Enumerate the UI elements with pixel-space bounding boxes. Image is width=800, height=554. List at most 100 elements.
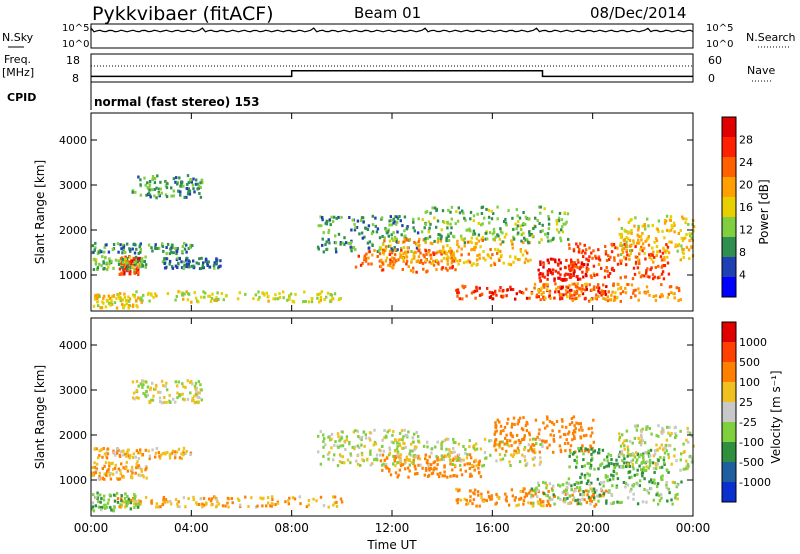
vel-cells-cell: [299, 502, 301, 505]
vel-cells-cell: [668, 491, 670, 494]
vel-cells-cell: [100, 501, 102, 504]
vel-cells-cell: [499, 453, 501, 456]
vel-cells-cell: [607, 453, 609, 456]
power-cells-cell: [452, 265, 454, 268]
power-cells-cell: [647, 290, 649, 293]
vel-cells-cell: [106, 448, 108, 451]
power-cells-cell: [505, 294, 507, 297]
vel-cells-cell: [105, 461, 107, 464]
nave-tick-60: 60: [708, 54, 722, 67]
vel-cells-cell: [95, 471, 97, 474]
vel-cells-cell: [639, 479, 641, 482]
vel-cells-cell: [120, 499, 122, 502]
vel-cells-cell: [203, 497, 205, 500]
vel-cells-cell: [504, 493, 506, 496]
vel-cells-cell: [359, 464, 361, 467]
vel-cells-cell: [592, 419, 594, 422]
power-cells-cell: [323, 250, 325, 253]
power-cells-cell: [149, 183, 151, 186]
power-cells-cell: [584, 283, 586, 286]
power-cells-cell: [638, 262, 640, 265]
power-cells-cell: [350, 249, 352, 252]
power-cells-cell: [503, 220, 505, 223]
power-cells-cell: [371, 244, 373, 247]
power-cells-cell: [211, 293, 213, 296]
power-cells-cell: [263, 294, 265, 297]
power-cells-cell: [559, 212, 561, 215]
power-cells-cell: [667, 262, 669, 265]
vel-cells-cell: [675, 434, 677, 437]
vel-cells-cell: [154, 456, 156, 459]
power-cells-cell: [244, 293, 246, 296]
power-cells-cell: [183, 242, 185, 245]
vel-cells-cell: [466, 453, 468, 456]
power-cells-cell: [520, 240, 522, 243]
vel-cells-cell: [402, 435, 404, 438]
power-cells-cell: [552, 272, 554, 275]
power-cells-cell: [180, 260, 182, 263]
vel-cells-cell: [569, 423, 571, 426]
power-cells-cell: [329, 300, 331, 303]
vel-cells-cell: [110, 478, 112, 481]
power-cells-cell: [537, 289, 539, 292]
vel-cells-cell: [184, 386, 186, 389]
power-cells-cell: [549, 297, 551, 300]
vel-cells-cell: [636, 458, 638, 461]
power-cells-cell: [189, 193, 191, 196]
power-cells-cell: [633, 242, 635, 245]
power-cells-cell: [196, 261, 198, 264]
power-cells-cell: [437, 241, 439, 244]
vel-cells-cell: [581, 498, 583, 501]
vel-cells-cell: [132, 380, 134, 383]
power-cells-cell: [627, 283, 629, 286]
power-cells-cell: [683, 256, 685, 259]
power-cells-cell: [417, 260, 419, 263]
power-cells-cell: [655, 294, 657, 297]
vel-cells-cell: [189, 453, 191, 456]
vel-cells-cell: [568, 477, 570, 480]
power-cells-cell: [492, 238, 494, 241]
power-cells-cell: [561, 225, 563, 228]
nsearch-label: N.Search: [746, 31, 796, 44]
vel-cells-cell: [500, 432, 502, 435]
power-cells-cell: [630, 232, 632, 235]
power-cells-cell: [460, 235, 462, 238]
vel-cells-cell: [494, 421, 496, 424]
vel-cells-cell: [453, 451, 455, 454]
vel-cells-cell: [480, 448, 482, 451]
power-cells-cell: [151, 250, 153, 253]
power-cells-cell: [161, 192, 163, 195]
power-cells-cell: [581, 271, 583, 274]
vel-cells-cell: [151, 448, 153, 451]
vel-cells-cell: [505, 450, 507, 453]
power-cells-cell: [118, 295, 120, 298]
power-cells-cell: [150, 292, 152, 295]
power-cells-cell: [188, 265, 190, 268]
power-cells-cell: [629, 239, 631, 242]
power-cells-cell: [633, 267, 635, 270]
vel-cells-cell: [271, 495, 273, 498]
power-cells-cell: [380, 265, 382, 268]
vel-cells-cell: [166, 388, 168, 391]
vel-cells-cell: [518, 439, 520, 442]
power-cells-cell: [155, 243, 157, 246]
vel-cells-cell: [573, 490, 575, 493]
power-cells-cell: [185, 251, 187, 254]
power-cells-cell: [475, 246, 477, 249]
vel-cells-cell: [433, 468, 435, 471]
power-cells-cell: [560, 228, 562, 231]
power-cells-cell: [567, 273, 569, 276]
power-cells-cell: [185, 259, 187, 262]
vel-cells-cell: [657, 435, 659, 438]
vel-cells-cell: [637, 469, 639, 472]
power-cells-cell: [660, 293, 662, 296]
power-cells-cell: [604, 269, 606, 272]
power-cells-cell: [459, 297, 461, 300]
power-cells-cell: [258, 296, 260, 299]
vel-cells-cell: [640, 430, 642, 433]
vel-cells-cell: [470, 456, 472, 459]
vel-cells-cell: [538, 432, 540, 435]
x-axis-label: Time UT: [366, 538, 417, 552]
vel-cells-cell: [642, 439, 644, 442]
vel-cells-cell: [124, 497, 126, 500]
